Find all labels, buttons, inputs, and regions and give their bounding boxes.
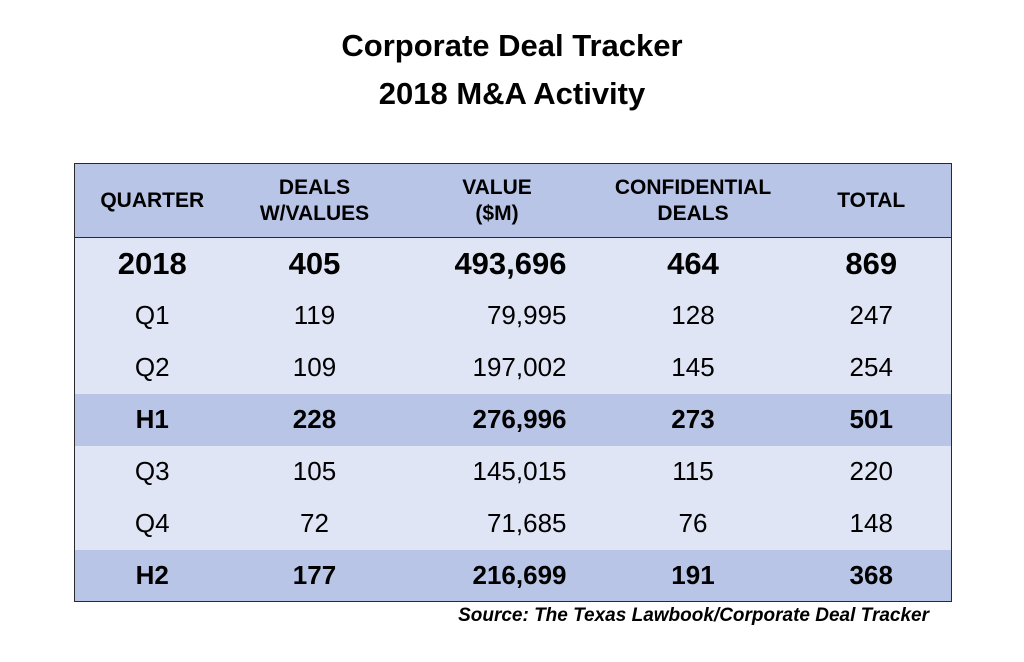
table-header-row: QUARTER DEALS W/VALUES VALUE ($M) CONFIDEN… — [74, 163, 952, 238]
cell-total: 368 — [849, 559, 893, 590]
cell-deals: 177 — [292, 559, 337, 590]
cell-value: 71,685 — [486, 508, 567, 538]
column-header-total: TOTAL — [791, 163, 952, 238]
cell-value: 79,995 — [486, 300, 567, 330]
source-note: Source: The Texas Lawbook/Corporate Deal… — [458, 605, 929, 626]
column-header-quarter: QUARTER — [74, 163, 230, 238]
cell-total: 247 — [849, 300, 893, 330]
cell-total: 220 — [849, 456, 893, 486]
cell-confidential: 464 — [667, 245, 719, 281]
cell-quarter: Q2 — [134, 352, 170, 382]
cell-value: 276,996 — [472, 404, 567, 434]
cell-quarter: Q3 — [134, 456, 170, 486]
cell-total: 148 — [849, 508, 893, 538]
cell-value: 197,002 — [472, 352, 567, 382]
cell-value: 216,699 — [472, 559, 567, 590]
cell-confidential: 191 — [671, 559, 715, 590]
cell-quarter: H1 — [135, 404, 169, 434]
cell-confidential: 115 — [672, 456, 714, 486]
cell-confidential: 76 — [678, 508, 708, 538]
cell-deals: 72 — [300, 508, 329, 538]
cell-deals: 228 — [292, 404, 337, 434]
column-header-confidential: CONFIDENTIAL DEALS — [594, 163, 792, 238]
table-row: Q3 105 145,015 115 220 — [74, 445, 952, 498]
page-subtitle: 2018 M&A Activity — [378, 76, 646, 111]
cell-quarter: 2018 — [117, 245, 187, 281]
cell-value: 493,696 — [454, 245, 567, 281]
cell-value: 145,015 — [472, 456, 567, 486]
cell-quarter: H2 — [135, 559, 169, 590]
cell-confidential: 128 — [671, 300, 715, 330]
cell-deals: 405 — [288, 245, 341, 281]
page-title: Corporate Deal Tracker — [341, 28, 683, 63]
cell-total: 501 — [849, 404, 893, 434]
cell-quarter: Q1 — [134, 300, 170, 330]
table-row: H1 228 276,996 273 501 — [74, 393, 952, 446]
table-row: 2018 405 493,696 464 869 — [74, 237, 952, 290]
table-row: Q1 119 79,995 128 247 — [74, 289, 952, 342]
table-row: Q2 109 197,002 145 254 — [74, 341, 952, 394]
cell-deals: 119 — [293, 300, 336, 330]
cell-total: 254 — [849, 352, 893, 382]
column-header-value: VALUE ($M) — [399, 163, 595, 238]
cell-deals: 105 — [292, 456, 337, 486]
cell-quarter: Q4 — [134, 508, 170, 538]
cell-total: 869 — [845, 245, 898, 281]
deal-table: QUARTER DEALS W/VALUES VALUE ($M) CONFIDEN… — [74, 163, 952, 602]
cell-confidential: 145 — [671, 352, 715, 382]
table-row: H2 177 216,699 191 368 — [74, 549, 952, 602]
column-header-deals: DEALS W/VALUES — [229, 163, 400, 238]
cell-confidential: 273 — [671, 404, 715, 434]
table-row: Q4 72 71,685 76 148 — [74, 497, 952, 550]
cell-deals: 109 — [292, 352, 337, 382]
